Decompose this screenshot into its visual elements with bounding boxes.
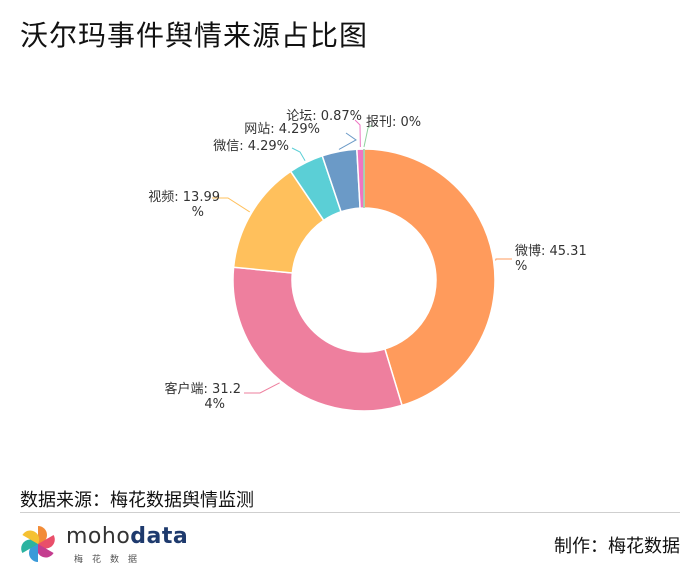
maker-credit: 制作：梅花数据 [554, 536, 680, 557]
mohodata-logo: mohodata 梅花数据 [16, 520, 188, 568]
slice-label-4: 网站: 4.29% [244, 122, 320, 137]
slice-label-6: 报刊: 0% [366, 115, 421, 130]
leader-line-2 [212, 197, 251, 213]
slice-label-5: 论坛: 0.87% [286, 109, 362, 124]
leader-line-6 [363, 124, 373, 148]
pinwheel-logo-icon [21, 526, 55, 562]
logo-subtitle: 梅花数据 [74, 555, 147, 565]
logo-word-data: data [130, 524, 189, 549]
leader-line-5 [354, 119, 361, 148]
slice-label-3: 微信: 4.29% [213, 139, 289, 154]
logo-wordmark: mohodata [66, 524, 188, 549]
chart-title: 沃尔玛事件舆情来源占比图 [20, 19, 369, 52]
footer-divider [20, 512, 680, 513]
leader-line-1 [244, 382, 280, 394]
slice-label-2: 视频: 13.99% [148, 190, 220, 220]
logo-word-moho: moho [66, 524, 131, 549]
donut-chart: 微博: 45.31 % 客户端: 31.2 4% 视频: 13.99 % 微信: 4.29%… [148, 109, 587, 412]
leader-line-0 [495, 258, 512, 261]
donut-slice-0 [363, 148, 496, 407]
slice-label-0: 微博: 45.31% [515, 244, 587, 274]
slice-label-1: 客户端: 31.2 4% [165, 381, 241, 412]
data-source-note: 数据来源：梅花数据舆情监测 [20, 490, 254, 511]
leader-line-4 [338, 132, 357, 150]
donut-slice-1 [232, 266, 403, 412]
leader-line-3 [291, 147, 306, 162]
